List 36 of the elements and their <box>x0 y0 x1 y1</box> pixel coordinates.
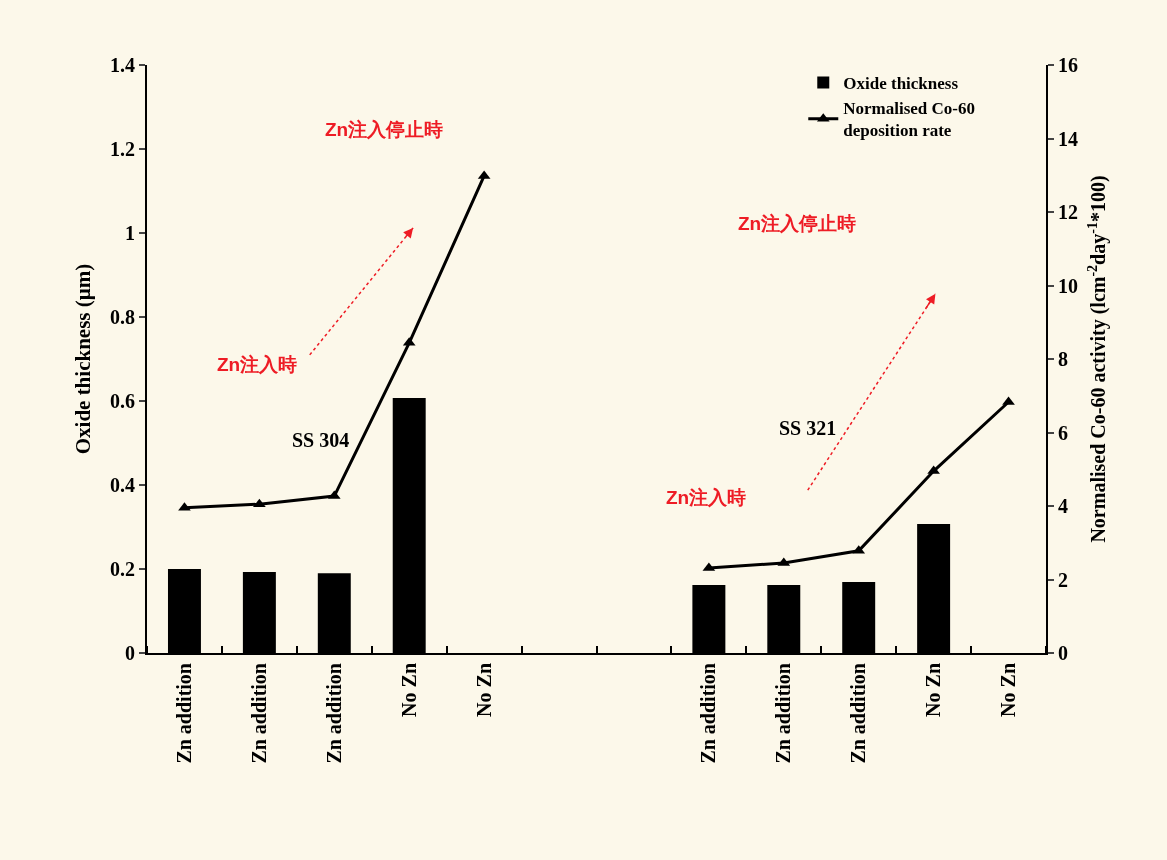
annotation: Zn注入停止時 <box>738 213 857 234</box>
x-tick-label: Zn addition <box>172 663 195 764</box>
x-tick-label: Zn addition <box>847 663 870 764</box>
x-tick-label: No Zn <box>397 663 420 717</box>
y-tick-label: 0.2 <box>110 558 135 580</box>
x-tick-label: Zn addition <box>772 663 795 764</box>
x-tick-label: Zn addition <box>247 663 270 764</box>
y-tick-label: 0.6 <box>110 390 135 412</box>
y2-tick-label: 12 <box>1058 201 1078 223</box>
legend-label: Normalised Co-60 deposition rate <box>843 99 975 141</box>
y-axis-title: Oxide thickness (µm) <box>70 263 95 455</box>
y2-tick-label: 6 <box>1058 421 1068 444</box>
y-tick-label: 1.4 <box>110 54 135 76</box>
x-tick-label: No Zn <box>472 663 495 717</box>
y-tick-label: 1.2 <box>110 138 135 160</box>
y2-tick-label: 0 <box>1058 642 1068 664</box>
annotation: Zn注入停止時 <box>325 119 444 140</box>
y2-tick-label: 2 <box>1058 568 1068 591</box>
annotation: Zn注入時 <box>217 354 298 375</box>
y2-tick-label: 4 <box>1058 495 1068 517</box>
x-tick-label: No Zn <box>922 663 945 717</box>
y2-tick-label: 14 <box>1058 127 1078 150</box>
y-tick-label: 1 <box>125 222 135 244</box>
legend-label: Oxide thickness <box>843 74 959 94</box>
y-tick-label: 0 <box>125 642 135 664</box>
x-tick-label: Zn addition <box>697 663 720 764</box>
y2-tick-label: 8 <box>1058 348 1068 370</box>
y2-tick-label: 16 <box>1058 54 1078 76</box>
annotation: Zn注入時 <box>666 487 747 508</box>
x-tick-label: No Zn <box>997 663 1020 717</box>
y2-tick-label: 10 <box>1058 274 1078 297</box>
annotation: SS 321 <box>779 417 837 439</box>
y-tick-label: 0.4 <box>110 474 135 496</box>
x-tick-label: Zn addition <box>322 663 345 764</box>
annotation: SS 304 <box>292 429 350 451</box>
y-tick-label: 0.8 <box>110 306 135 328</box>
